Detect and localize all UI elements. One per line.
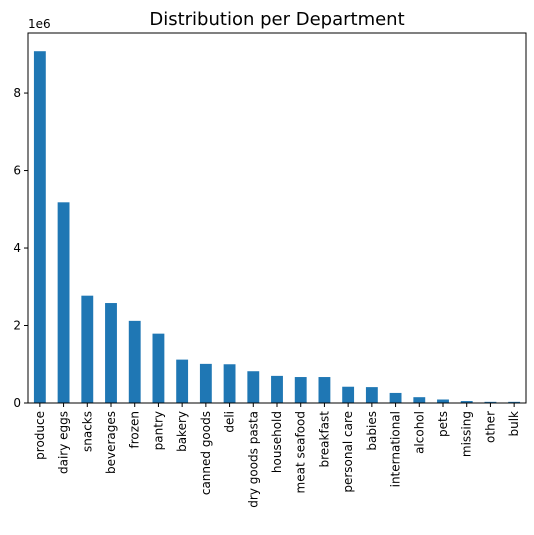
x-tick-label: frozen [128,411,142,449]
x-tick-label: pets [436,411,450,437]
bar-produce [33,51,46,404]
x-tick-label: produce [33,411,47,460]
bar-personal-care [342,386,355,403]
bar-pantry [152,333,165,403]
x-tick-label: dry goods pasta [246,411,260,508]
x-tick-label: bakery [175,411,189,452]
y-axis: 0 2 4 6 8 [13,86,28,410]
x-tick-label: pantry [151,411,165,450]
bar-snacks [81,295,94,403]
bar-babies [365,387,378,403]
x-tick-label: household [270,411,284,473]
x-tick-label: missing [460,411,474,457]
x-tick-label: deli [223,411,237,433]
x-tick-label: beverages [104,411,118,474]
bar-breakfast [318,377,331,403]
x-tick-label: breakfast [317,411,331,468]
bar-dairy-eggs [57,202,70,403]
x-tick-label: international [389,411,403,487]
plot-frame [27,32,527,404]
x-tick-label: personal care [341,411,355,493]
chart-title: Distribution per Department [149,9,404,30]
x-tick-label: dairy eggs [57,411,71,474]
x-tick-label: babies [365,411,379,451]
bar-deli [223,364,236,403]
x-tick-label: meat seafood [294,411,308,493]
x-axis: produce dairy eggs snacks beverages frozen pa… [33,403,521,508]
bar-meat-seafood [294,377,307,403]
y-tick-label: 6 [13,164,21,178]
x-tick-label: alcohol [412,411,426,454]
bar-bakery [176,359,189,403]
x-tick-label: canned goods [199,411,213,495]
bar-frozen [128,320,141,403]
y-tick-label: 0 [13,396,21,410]
bar-household [271,375,283,403]
bar-pets [437,399,449,403]
x-tick-label: bulk [507,411,521,437]
y-tick-label: 4 [13,241,21,255]
y-multiplier-label: 1e6 [28,17,51,31]
bar-beverages [105,303,117,403]
bar-bulk [508,401,521,403]
bar-other [484,401,497,403]
bar-missing [460,401,473,403]
bar-alcohol [413,397,426,403]
y-tick-label: 2 [13,319,21,333]
x-tick-label: snacks [80,411,94,452]
bars-group [33,51,521,404]
bar-dry-goods-pasta [247,371,260,403]
x-tick-label: other [483,411,497,443]
bar-international [389,392,402,403]
bar-canned-goods [199,363,212,403]
y-tick-label: 8 [13,86,21,100]
